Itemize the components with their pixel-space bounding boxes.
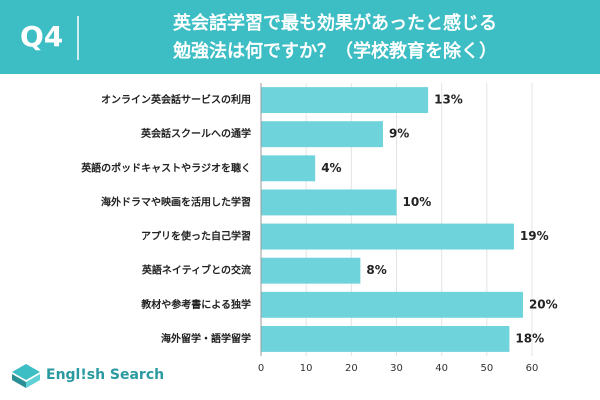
value-label: 4% — [321, 161, 341, 175]
logo: Engl!sh Search — [12, 364, 164, 388]
y-tick-label: 海外ドラマや映画を活用した学習 — [101, 195, 251, 208]
bar — [261, 87, 429, 114]
value-label: 19% — [520, 229, 549, 243]
y-tick-label: 英会話スクールへの通学 — [140, 127, 251, 140]
x-tick-label: 10 — [300, 363, 313, 374]
bar — [261, 155, 316, 182]
bar — [261, 121, 383, 148]
x-tick-label: 60 — [526, 363, 539, 374]
x-tick-label: 30 — [390, 363, 403, 374]
question-label: Q4 — [20, 20, 63, 53]
value-label: 20% — [529, 297, 558, 311]
value-label: 9% — [389, 127, 409, 141]
x-tick-label: 40 — [435, 363, 448, 374]
value-label: 13% — [434, 93, 463, 107]
bar — [261, 189, 397, 216]
logo-icon — [12, 364, 40, 380]
y-tick-label: 海外留学・語学留学 — [161, 332, 251, 345]
chart-title: 英会話学習で最も効果があったと感じる — [172, 12, 497, 34]
x-tick-label: 20 — [345, 363, 358, 374]
logo-icon — [12, 374, 26, 388]
value-label: 18% — [515, 331, 544, 345]
y-tick-label: 英語ネイティブとの交流 — [141, 264, 251, 277]
value-label: 10% — [403, 195, 432, 209]
logo-icon — [26, 374, 40, 388]
y-tick-label: オンライン英会話サービスの利用 — [101, 93, 251, 106]
x-tick-label: 0 — [258, 363, 264, 374]
chart-title: 勉強法は何ですか？（学校教育を除く） — [172, 40, 497, 62]
logo-text: Engl!sh Search — [46, 367, 164, 383]
bar — [261, 325, 510, 352]
bar — [261, 257, 361, 284]
bar — [261, 291, 523, 318]
value-label: 8% — [366, 263, 386, 277]
y-tick-label: アプリを使った自己学習 — [141, 230, 251, 243]
x-tick-label: 50 — [480, 363, 493, 374]
bar — [261, 223, 514, 250]
header — [0, 0, 600, 74]
y-tick-label: 教材や参考書による独学 — [140, 298, 251, 311]
y-tick-label: 英語のポッドキャストやラジオを聴く — [80, 161, 251, 174]
